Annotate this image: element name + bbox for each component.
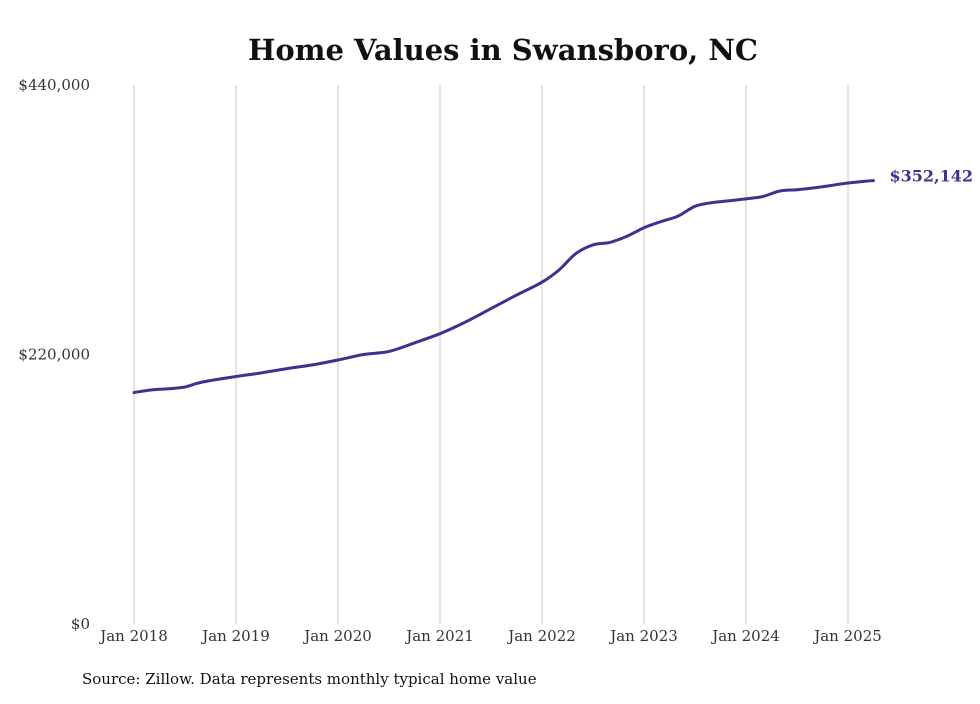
end-value-label: $352,142 [890,167,974,186]
x-tick-label: Jan 2025 [812,627,882,645]
series-area: $352,142 [132,167,974,394]
x-tick-label: Jan 2023 [608,627,678,645]
x-tick-label: Jan 2020 [302,627,372,645]
source-note: Source: Zillow. Data represents monthly … [82,670,537,688]
y-tick-label: $220,000 [18,346,90,364]
x-tick-label: Jan 2021 [404,627,474,645]
x-axis-ticks: Jan 2018 Jan 2019 Jan 2020 Jan 2021 Jan 2022… [98,627,882,645]
gridlines [133,85,849,624]
x-tick-label: Jan 2022 [506,627,576,645]
series-line [132,179,875,394]
chart-title: Home Values in Swansboro, NC [248,33,758,67]
x-tick-label: Jan 2019 [200,627,270,645]
y-tick-label: $0 [71,615,90,633]
y-tick-label: $440,000 [18,76,90,94]
y-axis-ticks: $0 $220,000 $440,000 [18,76,90,633]
x-tick-label: Jan 2024 [710,627,780,645]
x-tick-label: Jan 2018 [98,627,168,645]
